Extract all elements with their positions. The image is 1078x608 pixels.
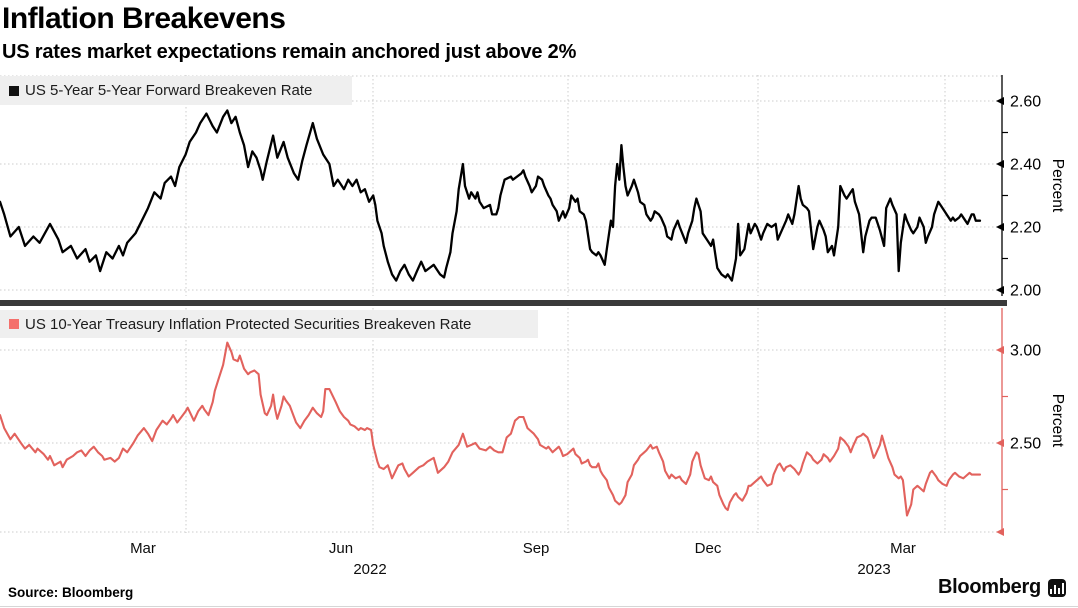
y-tick-label: 2.50 xyxy=(1010,436,1041,453)
pane-divider xyxy=(0,300,1007,306)
x-tick-label: Mar xyxy=(890,540,916,557)
y-tick-arrow xyxy=(996,160,1004,168)
page-title: Inflation Breakevens xyxy=(2,2,286,35)
legend-top-label: US 5-Year 5-Year Forward Breakeven Rate xyxy=(25,82,313,99)
y-axis-title: Percent xyxy=(1049,159,1066,213)
legend-bottom-pane: US 10-Year Treasury Inflation Protected … xyxy=(0,310,538,338)
y-tick-label: 3.00 xyxy=(1010,343,1041,360)
y-tick-label: 2.40 xyxy=(1010,157,1041,174)
legend-swatch-red-icon xyxy=(9,319,19,329)
x-year-label: 2022 xyxy=(353,561,387,578)
x-tick-label: Dec xyxy=(694,540,722,557)
y-tick-label: 2.20 xyxy=(1010,220,1041,237)
y-tick-label: 2.60 xyxy=(1010,94,1041,111)
source-note: Source: Bloomberg xyxy=(8,585,134,600)
page-subtitle: US rates market expectations remain anch… xyxy=(2,41,577,63)
x-tick-label: Jun xyxy=(328,540,354,557)
bloomberg-wordmark: Bloomberg xyxy=(938,576,1041,598)
y-tick-arrow xyxy=(996,286,1004,294)
top-chart-pane: 2.00 2.20 2.40 2.60 Percent xyxy=(0,75,1066,300)
y-axis-title: Percent xyxy=(1049,394,1066,448)
y-tick-arrow xyxy=(996,346,1004,354)
y-tick-arrow xyxy=(996,439,1004,447)
bottom-rule xyxy=(0,606,1078,607)
x-tick-label: Sep xyxy=(522,540,550,557)
legend-swatch-black-icon xyxy=(9,85,19,96)
line-series-0 xyxy=(0,109,982,282)
x-tick-label: Mar xyxy=(130,540,156,557)
y-tick-arrow xyxy=(996,223,1004,231)
bar-chart-icon xyxy=(1047,578,1066,597)
line-series-1 xyxy=(0,341,982,517)
bottom-chart-pane: 2.50 3.00 Percent xyxy=(0,308,1066,536)
y-tick-label: 2.00 xyxy=(1010,283,1041,300)
y-tick-arrow xyxy=(996,97,1004,105)
x-year-label: 2023 xyxy=(857,561,891,578)
legend-bottom-label: US 10-Year Treasury Inflation Protected … xyxy=(25,315,472,333)
bloomberg-logo: Bloomberg xyxy=(938,576,1066,599)
y-tick-arrow xyxy=(996,528,1004,536)
legend-top-pane: US 5-Year 5-Year Forward Breakeven Rate xyxy=(0,76,352,105)
